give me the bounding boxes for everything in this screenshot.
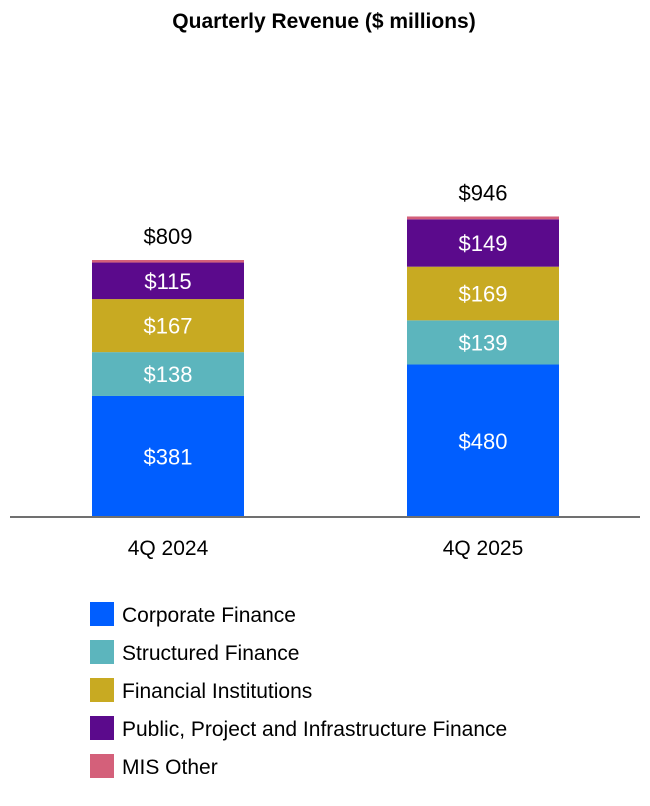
legend-item: Public, Project and Infrastructure Finan…	[90, 716, 507, 741]
legend-item: Structured Finance	[90, 640, 299, 665]
bar-segment	[92, 260, 244, 263]
bar-segment	[407, 219, 559, 267]
bar-segment	[407, 216, 559, 220]
segment-value-label: $381	[144, 444, 193, 469]
x-tick-label: 4Q 2024	[128, 537, 209, 560]
bar-segment	[92, 262, 244, 300]
bar-segment	[407, 320, 559, 365]
segment-value-label: $138	[144, 362, 193, 387]
total-value-label: $809	[144, 224, 193, 249]
bar-segment	[407, 266, 559, 321]
legend-swatch	[90, 678, 114, 702]
legend-item: Financial Institutions	[90, 678, 312, 703]
segment-value-label: $167	[144, 314, 193, 339]
segment-value-label: $480	[459, 429, 508, 454]
segment-value-label: $115	[144, 269, 191, 294]
segment-value-label: $149	[459, 231, 508, 256]
total-value-label: $946	[459, 180, 508, 205]
legend-label: Public, Project and Infrastructure Finan…	[122, 718, 507, 741]
legend-swatch	[90, 602, 114, 626]
legend-label: Structured Finance	[122, 642, 299, 665]
legend-swatch	[90, 754, 114, 778]
legend-item: MIS Other	[90, 754, 218, 779]
x-tick-labels: 4Q 2024 4Q 2025	[128, 537, 524, 560]
bar-segment	[92, 395, 244, 517]
bar-segment	[92, 299, 244, 353]
segment-value-label: $139	[459, 330, 508, 355]
chart-title: Quarterly Revenue ($ millions)	[172, 10, 475, 33]
bar-segment	[92, 352, 244, 396]
bars: $381 $138 $167 $115 $809 $480 $139 $169 $149 $946	[92, 180, 559, 517]
legend-label: MIS Other	[122, 756, 218, 779]
legend-item: Corporate Finance	[90, 602, 296, 627]
x-tick-label: 4Q 2025	[443, 537, 524, 560]
legend-swatch	[90, 640, 114, 664]
bar-segment	[407, 364, 559, 517]
legend-swatch	[90, 716, 114, 740]
legend-label: Corporate Finance	[122, 604, 296, 627]
segment-value-label: $169	[459, 282, 508, 307]
legend-label: Financial Institutions	[122, 680, 312, 703]
legend: Corporate Finance Structured Finance Finan…	[90, 602, 507, 779]
